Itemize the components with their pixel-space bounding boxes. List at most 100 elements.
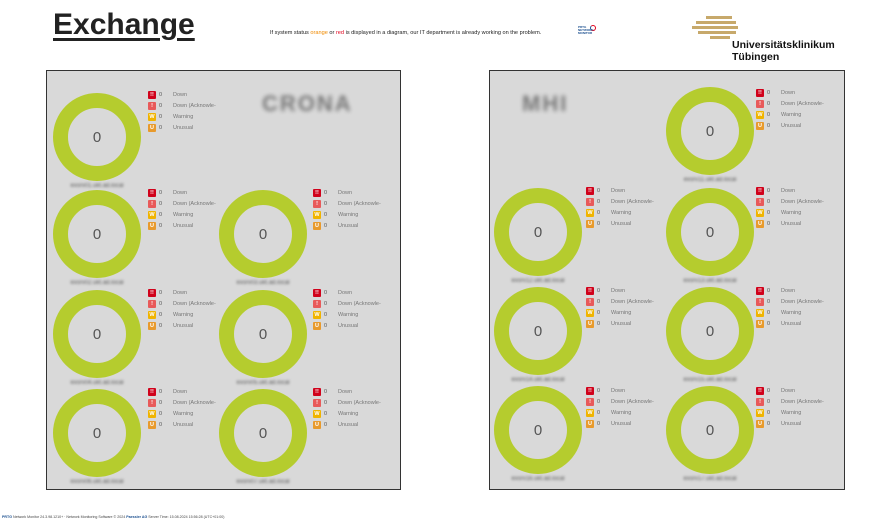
legend-row-down[interactable]: !! 0 Down: [313, 386, 403, 397]
legend-row-down[interactable]: !! 0 Down: [586, 185, 676, 196]
sensor-gauge[interactable]: 0: [53, 389, 141, 477]
legend-row-unusual[interactable]: U 0 Unusual: [313, 419, 403, 430]
status-legend: !! 0 Down! 0 Down (Acknowle- W 0 Warning U 0 Unusu…: [586, 385, 676, 429]
gauge-host-label[interactable]: exsrv11.ukt.ad.local: [683, 177, 737, 183]
status-count: 0: [767, 198, 771, 205]
sensor-gauge[interactable]: 0: [494, 386, 582, 474]
gauge-host-label[interactable]: exsrv13.ukt.ad.local: [683, 278, 737, 284]
legend-row-down-ack[interactable]: ! 0 Down (Acknowle-: [148, 298, 238, 309]
gauge-host-label[interactable]: exsrv03.ukt.ad.local: [236, 280, 290, 286]
legend-row-warning[interactable]: W 0 Warning: [148, 209, 238, 220]
gauge-host-label[interactable]: exsrv16.ukt.ad.local: [511, 476, 565, 482]
status-warning-icon: W: [756, 308, 764, 317]
sensor-gauge[interactable]: 0: [219, 290, 307, 378]
legend-row-down-ack[interactable]: ! 0 Down (Acknowle-: [148, 100, 238, 111]
legend-row-unusual[interactable]: U 0 Unusual: [586, 218, 676, 229]
legend-row-down[interactable]: !! 0 Down: [148, 187, 238, 198]
status-label: Warning: [173, 211, 194, 218]
legend-row-down-ack[interactable]: ! 0 Down (Acknowle-: [586, 196, 676, 207]
legend-row-warning[interactable]: W 0 Warning: [586, 407, 676, 418]
sensor-gauge[interactable]: 0: [666, 287, 754, 375]
legend-row-down-ack[interactable]: ! 0 Down (Acknowle-: [148, 198, 238, 209]
gauge-host-label[interactable]: exsrv14.ukt.ad.local: [511, 377, 565, 383]
sensor-gauge[interactable]: 0: [494, 188, 582, 276]
legend-row-unusual[interactable]: U 0 Unusual: [313, 220, 403, 231]
legend-row-unusual[interactable]: U 0 Unusual: [313, 320, 403, 331]
sensor-gauge[interactable]: 0: [219, 190, 307, 278]
legend-row-warning[interactable]: W 0 Warning: [313, 309, 403, 320]
legend-row-warning[interactable]: W 0 Warning: [756, 109, 846, 120]
gauge-host-label[interactable]: exsrv06.ukt.ad.local: [70, 479, 124, 485]
legend-row-warning[interactable]: W 0 Warning: [586, 307, 676, 318]
sensor-gauge[interactable]: 0: [666, 188, 754, 276]
legend-row-down[interactable]: !! 0 Down: [313, 287, 403, 298]
sensor-gauge[interactable]: 0: [53, 93, 141, 181]
legend-row-unusual[interactable]: U 0 Unusual: [148, 122, 238, 133]
legend-row-warning[interactable]: W 0 Warning: [756, 207, 846, 218]
status-unusual-icon: U: [313, 420, 321, 429]
legend-row-warning[interactable]: W 0 Warning: [586, 207, 676, 218]
legend-row-down-ack[interactable]: ! 0 Down (Acknowle-: [756, 196, 846, 207]
legend-row-down-ack[interactable]: ! 0 Down (Acknowle-: [313, 198, 403, 209]
legend-row-down[interactable]: !! 0 Down: [148, 386, 238, 397]
status-down-icon: !!: [148, 90, 156, 99]
sensor-gauge[interactable]: 0: [53, 290, 141, 378]
legend-row-down[interactable]: !! 0 Down: [148, 287, 238, 298]
gauge-host-label[interactable]: exsrv15.ukt.ad.local: [683, 377, 737, 383]
gauge-host-label[interactable]: exsrv12.ukt.ad.local: [511, 278, 565, 284]
legend-row-warning[interactable]: W 0 Warning: [148, 309, 238, 320]
status-label: Warning: [781, 409, 802, 416]
status-label: Down: [611, 287, 626, 294]
legend-row-unusual[interactable]: U 0 Unusual: [148, 220, 238, 231]
sensor-gauge[interactable]: 0: [219, 389, 307, 477]
legend-row-warning[interactable]: W 0 Warning: [148, 111, 238, 122]
legend-row-down[interactable]: !! 0 Down: [756, 185, 846, 196]
sensor-gauge[interactable]: 0: [666, 87, 754, 175]
legend-row-down[interactable]: !! 0 Down: [586, 285, 676, 296]
legend-row-unusual[interactable]: U 0 Unusual: [756, 218, 846, 229]
legend-row-down-ack[interactable]: ! 0 Down (Acknowle-: [586, 396, 676, 407]
gauge-host-label[interactable]: exsrv17.ukt.ad.local: [683, 476, 737, 482]
legend-row-unusual[interactable]: U 0 Unusual: [586, 418, 676, 429]
legend-row-down-ack[interactable]: ! 0 Down (Acknowle-: [756, 98, 846, 109]
legend-row-warning[interactable]: W 0 Warning: [313, 408, 403, 419]
status-down-icon: !!: [586, 186, 594, 195]
legend-row-unusual[interactable]: U 0 Unusual: [148, 320, 238, 331]
status-count: 0: [597, 187, 601, 194]
footer-company-link[interactable]: Paessler AG: [126, 515, 148, 519]
status-legend: !! 0 Down! 0 Down (Acknowle- W 0 Warning U 0 Unusu…: [586, 285, 676, 329]
gauge-host-label[interactable]: exsrv07.ukt.ad.local: [236, 479, 290, 485]
status-warning-icon: W: [586, 208, 594, 217]
legend-row-unusual[interactable]: U 0 Unusual: [756, 418, 846, 429]
legend-row-warning[interactable]: W 0 Warning: [313, 209, 403, 220]
legend-row-unusual[interactable]: U 0 Unusual: [586, 318, 676, 329]
legend-row-down[interactable]: !! 0 Down: [756, 285, 846, 296]
status-label: Warning: [173, 113, 194, 120]
legend-row-unusual[interactable]: U 0 Unusual: [756, 318, 846, 329]
legend-row-unusual[interactable]: U 0 Unusual: [148, 419, 238, 430]
legend-row-warning[interactable]: W 0 Warning: [756, 407, 846, 418]
legend-row-down-ack[interactable]: ! 0 Down (Acknowle-: [756, 296, 846, 307]
status-unusual-icon: U: [586, 319, 594, 328]
legend-row-down-ack[interactable]: ! 0 Down (Acknowle-: [313, 397, 403, 408]
legend-row-down-ack[interactable]: ! 0 Down (Acknowle-: [148, 397, 238, 408]
legend-row-down[interactable]: !! 0 Down: [756, 87, 846, 98]
legend-row-down[interactable]: !! 0 Down: [586, 385, 676, 396]
legend-row-warning[interactable]: W 0 Warning: [148, 408, 238, 419]
legend-row-down[interactable]: !! 0 Down: [148, 89, 238, 100]
legend-row-unusual[interactable]: U 0 Unusual: [756, 120, 846, 131]
legend-row-warning[interactable]: W 0 Warning: [756, 307, 846, 318]
gauge-host-label[interactable]: exsrv01.ukt.ad.local: [70, 183, 124, 189]
legend-row-down[interactable]: !! 0 Down: [756, 385, 846, 396]
gauge-host-label[interactable]: exsrv02.ukt.ad.local: [70, 280, 124, 286]
sensor-gauge[interactable]: 0: [666, 386, 754, 474]
gauge-host-label[interactable]: exsrv04.ukt.ad.local: [70, 380, 124, 386]
sensor-gauge[interactable]: 0: [494, 287, 582, 375]
legend-row-down-ack[interactable]: ! 0 Down (Acknowle-: [756, 396, 846, 407]
legend-row-down[interactable]: !! 0 Down: [313, 187, 403, 198]
gauge-host-label[interactable]: exsrv05.ukt.ad.local: [236, 380, 290, 386]
sensor-gauge[interactable]: 0: [53, 190, 141, 278]
legend-row-down-ack[interactable]: ! 0 Down (Acknowle-: [313, 298, 403, 309]
status-unusual-icon: U: [148, 221, 156, 230]
legend-row-down-ack[interactable]: ! 0 Down (Acknowle-: [586, 296, 676, 307]
